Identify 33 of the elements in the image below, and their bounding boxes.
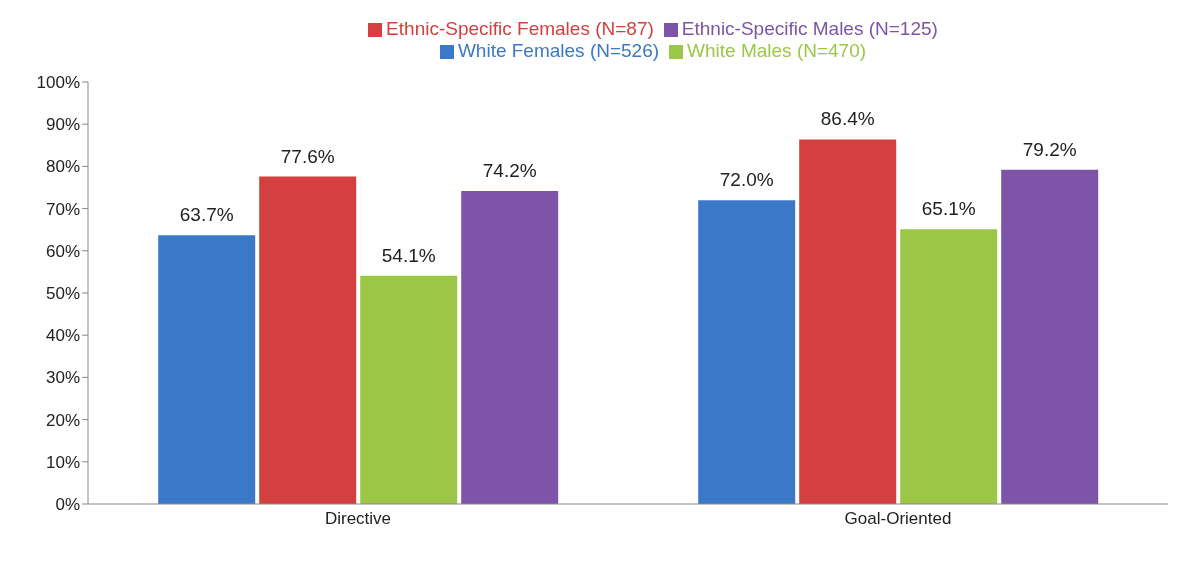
legend-label: White Females (N=526) [457, 40, 660, 61]
bar [698, 200, 796, 504]
data-label: 72.0% [719, 169, 774, 191]
y-tick-label: 100% [36, 73, 80, 93]
bar [158, 235, 256, 504]
y-tick-label: 20% [45, 410, 80, 430]
data-label: 63.7% [179, 204, 234, 226]
bar [900, 229, 998, 504]
y-tick-label: 10% [45, 452, 80, 472]
data-label: 54.1% [381, 244, 436, 266]
y-tick-label: 50% [45, 284, 80, 304]
data-label: 65.1% [921, 198, 976, 220]
bar [259, 176, 357, 504]
legend-label: White Males (N=470) [687, 40, 867, 61]
data-label: 86.4% [820, 108, 875, 130]
legend-label: Ethnic-Specific Females (N=87) [386, 18, 654, 39]
data-label: 77.6% [280, 145, 335, 167]
x-tick-label: Goal-Oriented [844, 509, 952, 529]
bar [461, 190, 559, 504]
bar [799, 139, 897, 504]
y-tick-label: 90% [45, 115, 80, 135]
y-tick-label: 40% [45, 326, 80, 346]
bar [360, 275, 458, 504]
data-label: 74.2% [482, 159, 537, 181]
y-tick-label: 70% [45, 199, 80, 219]
y-tick-label: 60% [45, 241, 80, 261]
legend-label: Ethnic-Specific Males (N=125) [681, 18, 938, 39]
y-tick-label: 0% [55, 495, 80, 515]
x-tick-label: Directive [324, 509, 392, 529]
bar [1001, 169, 1099, 504]
y-tick-label: 80% [45, 157, 80, 177]
y-tick-label: 30% [45, 368, 80, 388]
data-label: 79.2% [1022, 138, 1077, 160]
